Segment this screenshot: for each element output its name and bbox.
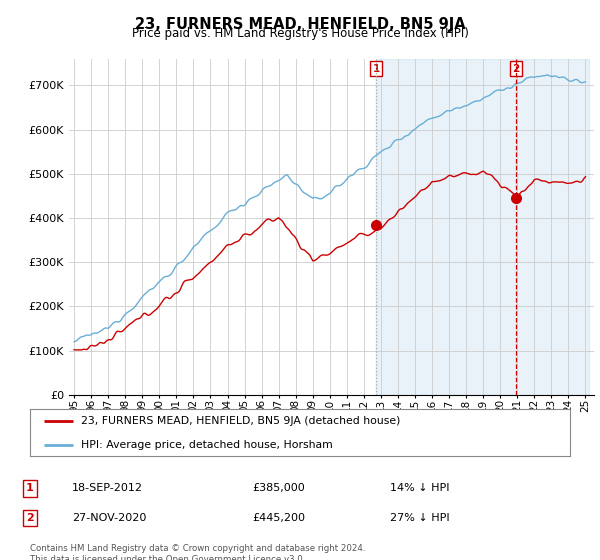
Text: 2: 2: [26, 513, 34, 523]
Text: 23, FURNERS MEAD, HENFIELD, BN5 9JA: 23, FURNERS MEAD, HENFIELD, BN5 9JA: [134, 17, 466, 32]
Text: HPI: Average price, detached house, Horsham: HPI: Average price, detached house, Hors…: [82, 440, 333, 450]
Text: 2: 2: [512, 64, 520, 74]
Text: 14% ↓ HPI: 14% ↓ HPI: [390, 483, 449, 493]
Text: 27-NOV-2020: 27-NOV-2020: [72, 513, 146, 523]
Text: 27% ↓ HPI: 27% ↓ HPI: [390, 513, 449, 523]
Text: Contains HM Land Registry data © Crown copyright and database right 2024.
This d: Contains HM Land Registry data © Crown c…: [30, 544, 365, 560]
Text: 23, FURNERS MEAD, HENFIELD, BN5 9JA (detached house): 23, FURNERS MEAD, HENFIELD, BN5 9JA (det…: [82, 416, 401, 426]
Text: Price paid vs. HM Land Registry's House Price Index (HPI): Price paid vs. HM Land Registry's House …: [131, 27, 469, 40]
Bar: [376, 59, 589, 395]
Text: 1: 1: [26, 483, 34, 493]
Text: 18-SEP-2012: 18-SEP-2012: [72, 483, 143, 493]
Text: £445,200: £445,200: [252, 513, 305, 523]
Text: £385,000: £385,000: [252, 483, 305, 493]
Text: 1: 1: [373, 64, 380, 74]
